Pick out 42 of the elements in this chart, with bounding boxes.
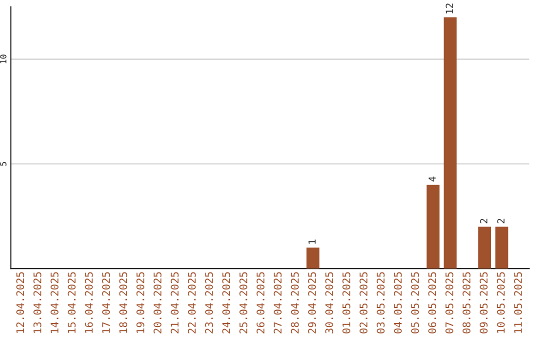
x-tick-label: 22.04.2025 <box>188 272 196 334</box>
x-tick-label: 15.04.2025 <box>68 272 76 333</box>
x-tick-label: 28.04.2025 <box>290 272 299 334</box>
x-tick-label: 23.04.2025 <box>205 272 213 334</box>
x-tick-label: 19.04.2025 <box>136 272 144 333</box>
x-tick-label: 29.04.2025 <box>308 272 316 334</box>
bar <box>478 226 492 269</box>
bar <box>426 184 440 269</box>
data-label: 4 <box>428 176 436 182</box>
data-label: 12 <box>446 4 453 14</box>
x-tick-label: 30.04.2025 <box>325 272 334 334</box>
x-tick-label: 05.05.2025 <box>411 272 419 334</box>
x-tick-label: 24.04.2025 <box>222 272 230 334</box>
data-label: 2 <box>497 218 504 224</box>
x-tick-label: 20.04.2025 <box>154 272 162 334</box>
x-tick-label: 10.05.2025 <box>496 272 505 333</box>
x-tick-label: 26.04.2025 <box>256 272 264 334</box>
x-tick-label: 09.05.2025 <box>480 272 488 334</box>
y-tick-label: 10 <box>0 54 6 64</box>
x-tick-label: 25.04.2025 <box>239 272 248 334</box>
x-tick-label: 14.04.2025 <box>50 272 58 333</box>
data-label: 2 <box>480 218 488 224</box>
x-tick-label: 21.04.2025 <box>170 272 179 334</box>
x-tick-label: 27.04.2025 <box>274 272 282 334</box>
bar <box>444 17 457 269</box>
x-tick-label: 06.05.2025 <box>428 272 436 334</box>
x-tick-label: 17.04.2025 <box>102 272 110 333</box>
x-tick-label: 11.05.2025 <box>514 272 522 333</box>
x-tick-label: 02.05.2025 <box>360 272 368 334</box>
bar <box>306 248 320 269</box>
x-tick-label: 12.04.2025 <box>16 272 24 333</box>
x-tick-label: 08.05.2025 <box>462 272 470 334</box>
x-tick-label: 16.04.2025 <box>84 272 93 333</box>
x-tick-label: 13.04.2025 <box>33 272 42 333</box>
data-label: 1 <box>308 240 316 244</box>
x-tick-label: 03.05.2025 <box>376 272 385 334</box>
bar <box>495 226 508 269</box>
y-tick-label: 5 <box>0 162 6 166</box>
x-tick-label: 18.04.2025 <box>119 272 128 333</box>
x-tick-label: 04.05.2025 <box>394 272 402 334</box>
x-tick-label: 01.05.2025 <box>342 272 350 334</box>
x-tick-label: 07.05.2025 <box>445 272 454 334</box>
